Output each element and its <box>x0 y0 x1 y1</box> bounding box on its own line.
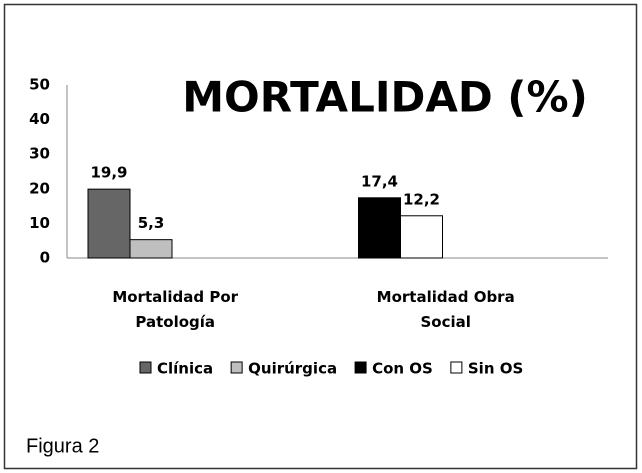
x-tick-label: Mortalidad Obra Social <box>377 288 515 331</box>
legend-swatch <box>230 361 243 374</box>
value-label: 12,2 <box>403 190 440 208</box>
value-label: 5,3 <box>138 214 165 232</box>
y-tick-label: 10 <box>29 214 50 232</box>
bar <box>358 197 401 259</box>
y-tick-label: 30 <box>29 145 50 163</box>
value-label: 19,9 <box>90 164 127 182</box>
bar <box>400 215 443 259</box>
bar <box>87 188 131 259</box>
y-tick-label: 50 <box>29 76 50 94</box>
y-tick-label: 20 <box>29 179 50 197</box>
legend-label: Clínica <box>157 360 213 378</box>
legend-swatch <box>450 361 463 374</box>
legend-label: Con OS <box>372 360 433 378</box>
x-tick-label: Mortalidad Por Patología <box>112 288 238 331</box>
y-tick-label: 0 <box>40 249 50 267</box>
legend-label: Quirúrgica <box>248 360 337 378</box>
y-tick-label: 40 <box>29 110 50 128</box>
bar <box>129 239 173 259</box>
chart-title: MORTALIDAD (%) <box>182 73 588 122</box>
caption: Figura 2 <box>26 435 99 457</box>
value-label: 17,4 <box>361 172 398 190</box>
legend-swatch <box>354 361 367 374</box>
legend-label: Sin OS <box>468 360 523 378</box>
legend-swatch <box>139 361 152 374</box>
